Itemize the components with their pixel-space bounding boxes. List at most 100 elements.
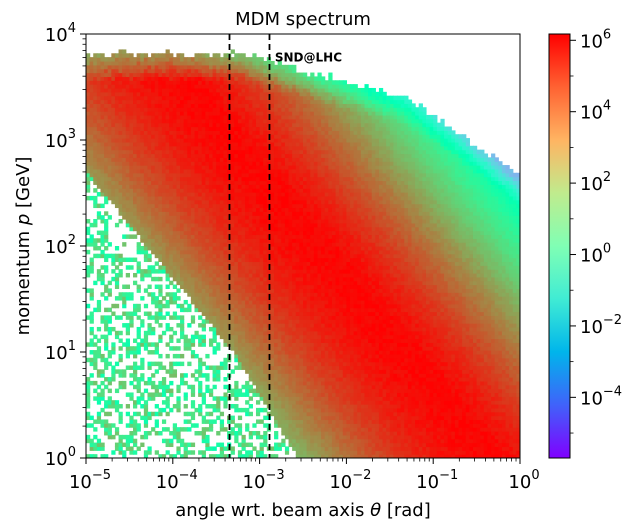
heatmap-cell xyxy=(259,357,264,363)
heatmap-cell xyxy=(234,188,239,193)
heatmap-cell xyxy=(133,350,138,355)
heatmap-cell xyxy=(198,299,203,305)
heatmap-cell xyxy=(143,234,149,239)
heatmap-cell xyxy=(252,138,257,143)
heatmap-cell xyxy=(100,68,105,74)
heatmap-cell xyxy=(133,149,138,155)
heatmap-cell xyxy=(158,234,163,239)
heatmap-cell xyxy=(216,64,221,70)
heatmap-cell xyxy=(295,261,300,266)
heatmap-cell xyxy=(190,226,196,232)
heatmap-cell xyxy=(114,296,120,301)
heatmap-cell xyxy=(237,161,243,166)
heatmap-cell xyxy=(161,219,167,224)
heatmap-cell xyxy=(212,172,217,178)
heatmap-cell xyxy=(172,180,178,185)
heatmap-cell xyxy=(219,80,225,85)
heatmap-cell xyxy=(154,230,159,236)
heatmap-cell xyxy=(241,284,246,289)
heatmap-cell xyxy=(111,276,116,282)
heatmap-cell xyxy=(281,99,286,104)
heatmap-cell xyxy=(122,434,127,440)
heatmap-cell xyxy=(270,396,275,401)
heatmap-cell xyxy=(252,80,257,85)
heatmap-cell xyxy=(284,280,290,286)
heatmap-cell xyxy=(154,431,159,436)
heatmap-cell xyxy=(255,276,261,282)
heatmap-cell xyxy=(187,427,192,432)
heatmap-cell xyxy=(245,411,250,417)
heatmap-cell xyxy=(255,246,261,251)
heatmap-cell xyxy=(114,53,120,58)
heatmap-cell xyxy=(303,350,308,355)
heatmap-cell xyxy=(303,446,308,451)
heatmap-cell xyxy=(274,369,279,374)
heatmap-cell xyxy=(219,176,225,182)
heatmap-cell xyxy=(201,257,206,263)
heatmap-cell xyxy=(270,60,275,66)
heatmap-cell xyxy=(288,431,293,436)
heatmap-cell xyxy=(252,184,257,189)
heatmap-cell xyxy=(205,442,210,448)
heatmap-cell xyxy=(255,350,261,355)
heatmap-cell xyxy=(176,118,181,124)
heatmap-cell xyxy=(194,211,199,216)
heatmap-cell xyxy=(295,446,300,451)
heatmap-cell xyxy=(281,246,286,251)
heatmap-cell xyxy=(241,87,246,93)
heatmap-cell xyxy=(161,114,167,120)
heatmap-cell xyxy=(303,384,308,390)
heatmap-cell xyxy=(237,203,243,209)
heatmap-cell xyxy=(161,99,167,104)
heatmap-cell xyxy=(161,215,167,220)
heatmap-cell xyxy=(165,323,170,328)
heatmap-cell xyxy=(292,149,297,155)
heatmap-cell xyxy=(125,203,130,209)
heatmap-cell xyxy=(111,165,116,170)
heatmap-cell xyxy=(154,64,159,70)
heatmap-cell xyxy=(295,311,300,316)
heatmap-cell xyxy=(104,253,109,259)
heatmap-cell xyxy=(143,184,149,189)
heatmap-cell xyxy=(248,338,253,343)
heatmap-cell xyxy=(252,253,257,259)
heatmap-cell xyxy=(263,149,268,155)
heatmap-cell xyxy=(208,249,214,255)
heatmap-cell xyxy=(219,195,225,201)
heatmap-cell xyxy=(165,138,170,143)
heatmap-cell xyxy=(299,242,304,247)
heatmap-cell xyxy=(165,68,170,74)
heatmap-cell xyxy=(100,188,105,193)
heatmap-cell xyxy=(169,292,174,297)
heatmap-cell xyxy=(154,53,159,58)
heatmap-cell xyxy=(180,269,185,274)
heatmap-cell xyxy=(292,388,297,394)
heatmap-cell xyxy=(274,338,279,343)
heatmap-cell xyxy=(230,80,235,85)
heatmap-cell xyxy=(208,234,214,239)
heatmap-cell xyxy=(237,388,243,394)
heatmap-cell xyxy=(86,415,91,421)
heatmap-cell xyxy=(104,361,109,367)
heatmap-cell xyxy=(274,357,279,363)
heatmap-cell xyxy=(154,261,159,266)
heatmap-cell xyxy=(114,134,120,139)
heatmap-cell xyxy=(252,234,257,239)
heatmap-cell xyxy=(114,388,120,394)
heatmap-cell xyxy=(114,161,120,166)
heatmap-cell xyxy=(140,365,145,370)
heatmap-cell xyxy=(165,103,170,108)
heatmap-cell xyxy=(248,130,253,135)
heatmap-cell xyxy=(190,230,196,236)
heatmap-cell xyxy=(288,299,293,305)
heatmap-cell xyxy=(133,226,138,232)
heatmap-cell xyxy=(255,326,261,332)
heatmap-cell xyxy=(288,161,293,166)
heatmap-cell xyxy=(154,99,159,104)
heatmap-cell xyxy=(248,230,253,236)
heatmap-cell xyxy=(136,423,141,428)
heatmap-cell xyxy=(114,315,120,320)
heatmap-cell xyxy=(190,207,196,212)
heatmap-cell xyxy=(133,272,138,278)
heatmap-cell xyxy=(299,330,304,336)
